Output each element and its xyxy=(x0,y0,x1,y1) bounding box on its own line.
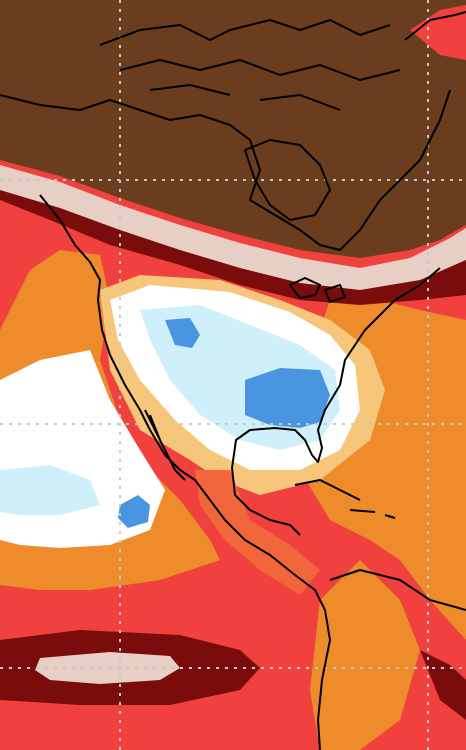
field-light-core-south xyxy=(35,652,180,684)
field-blue-southeast xyxy=(245,368,330,428)
coastline-arctic-islands xyxy=(99,19,401,111)
coastline-greenland xyxy=(404,11,466,41)
coastline-hudson-bay xyxy=(244,139,331,221)
coastline-canada xyxy=(0,89,451,251)
field-red-central xyxy=(195,470,320,595)
coastline-baja xyxy=(144,409,186,481)
land-mask xyxy=(0,0,466,258)
field-blue-pacific xyxy=(118,495,150,528)
coastline-south-america xyxy=(317,569,466,750)
field-lightblue-pacific xyxy=(0,465,100,515)
coastline-mexico-east xyxy=(231,467,301,536)
field-blue-west xyxy=(165,318,200,348)
coastline-caribbean xyxy=(294,479,396,519)
field-orange-south xyxy=(310,560,420,750)
coast-band-light xyxy=(0,165,466,290)
coastline-great-lakes xyxy=(289,277,346,303)
field-deepred-east xyxy=(420,650,466,720)
field-red-northeast xyxy=(410,5,466,60)
coastlines xyxy=(0,11,466,750)
coastline-west-north-america xyxy=(39,194,326,611)
coast-band-dark xyxy=(0,170,466,305)
coastline-gulf xyxy=(231,267,441,469)
